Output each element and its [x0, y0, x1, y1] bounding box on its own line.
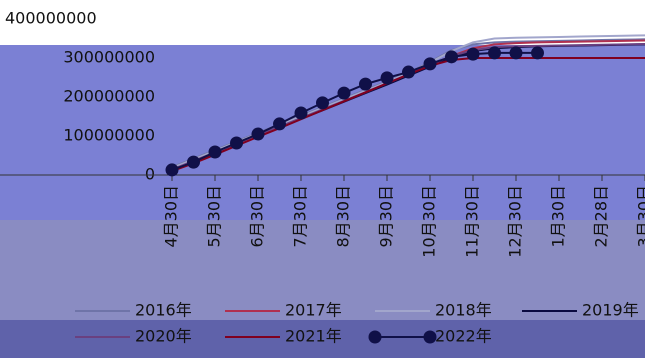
marker	[273, 117, 286, 131]
marker	[208, 145, 222, 159]
x-tick-label: 7月30日	[291, 185, 310, 248]
band	[0, 45, 645, 220]
x-tick-label: 3月30日	[635, 185, 645, 248]
legend-label: 2020年	[135, 327, 192, 346]
y-tick-label: 100000000	[63, 126, 155, 145]
marker	[380, 71, 394, 85]
band	[0, 220, 645, 320]
marker	[402, 65, 415, 79]
x-tick-label: 2月28日	[592, 185, 611, 248]
x-tick-label: 10月30日	[420, 185, 439, 258]
legend-label: 2018年	[435, 301, 492, 320]
marker	[359, 77, 372, 91]
marker	[251, 127, 265, 141]
x-tick-label: 12月30日	[506, 185, 525, 258]
legend-label: 2016年	[135, 301, 192, 320]
legend-label: 2017年	[285, 301, 342, 320]
x-tick-label: 5月30日	[205, 185, 224, 248]
marker	[337, 86, 351, 100]
x-tick-label: 11月30日	[463, 185, 482, 258]
x-tick-label: 1月30日	[549, 185, 568, 248]
marker	[531, 46, 544, 60]
band	[0, 320, 645, 358]
marker	[509, 46, 523, 60]
marker	[165, 163, 179, 177]
legend-label: 2019年	[582, 301, 639, 320]
y-tick-label: 300000000	[63, 48, 155, 67]
x-tick-label: 6月30日	[248, 185, 267, 248]
y-tick-label: 400000000	[5, 9, 97, 28]
marker	[466, 47, 480, 61]
marker	[187, 155, 200, 169]
marker	[230, 136, 243, 150]
y-tick-label: 0	[145, 165, 155, 184]
x-tick-label: 9月30日	[377, 185, 396, 248]
legend-label: 2021年	[285, 327, 342, 346]
marker	[294, 106, 308, 120]
legend-label: 2022年	[435, 327, 492, 346]
legend-marker	[368, 330, 382, 344]
marker	[488, 46, 501, 60]
marker	[445, 50, 458, 64]
legend-marker	[423, 330, 437, 344]
y-tick-label: 200000000	[63, 87, 155, 106]
x-tick-label: 4月30日	[162, 185, 181, 248]
x-tick-label: 8月30日	[334, 185, 353, 248]
marker	[423, 57, 437, 71]
marker	[316, 96, 329, 110]
